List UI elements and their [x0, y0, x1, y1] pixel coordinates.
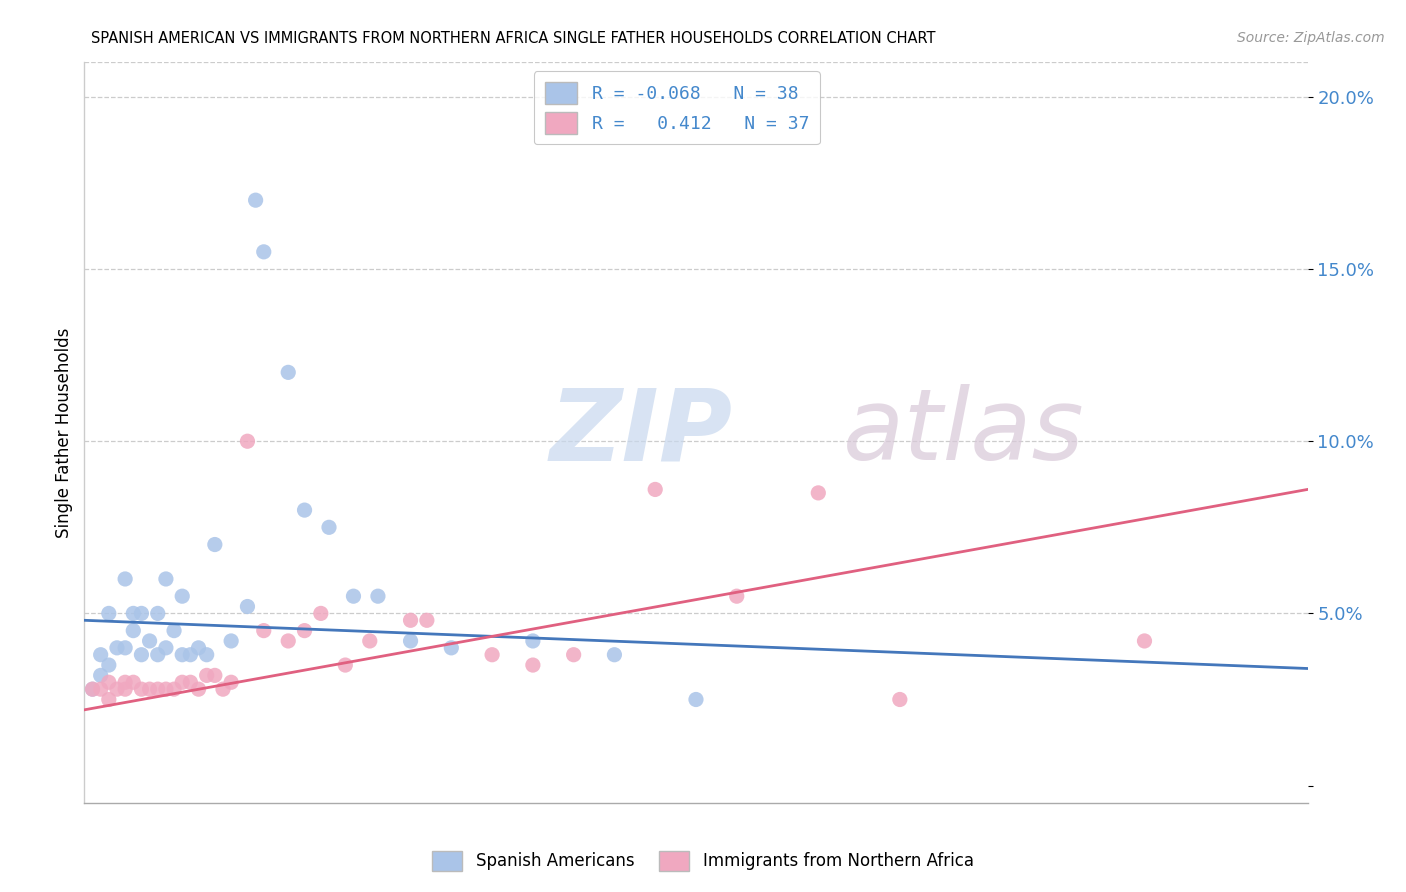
Text: Source: ZipAtlas.com: Source: ZipAtlas.com [1237, 31, 1385, 45]
Legend: R = -0.068   N = 38, R =   0.412   N = 37: R = -0.068 N = 38, R = 0.412 N = 37 [534, 71, 820, 145]
Point [725, 589, 748, 603]
Point [195, 668, 218, 682]
Point [131, 682, 153, 697]
Point [309, 607, 332, 621]
Point [122, 675, 145, 690]
Y-axis label: Single Father Households: Single Father Households [55, 327, 73, 538]
Point [253, 244, 276, 259]
Point [277, 365, 299, 379]
Point [359, 634, 381, 648]
Point [105, 640, 128, 655]
Point [481, 648, 503, 662]
Point [219, 634, 242, 648]
Point [318, 520, 340, 534]
Point [114, 640, 136, 655]
Point [522, 634, 544, 648]
Point [172, 589, 194, 603]
Point [253, 624, 276, 638]
Point [187, 682, 209, 697]
Point [122, 624, 145, 638]
Point [603, 648, 626, 662]
Point [399, 634, 422, 648]
Point [342, 589, 364, 603]
Point [122, 607, 145, 621]
Point [114, 675, 136, 690]
Text: ZIP: ZIP [550, 384, 733, 481]
Point [90, 668, 112, 682]
Point [131, 607, 153, 621]
Point [204, 668, 226, 682]
Point [245, 193, 267, 207]
Point [97, 675, 120, 690]
Point [294, 503, 316, 517]
Point [562, 648, 585, 662]
Point [277, 634, 299, 648]
Point [97, 692, 120, 706]
Text: atlas: atlas [842, 384, 1084, 481]
Point [187, 640, 209, 655]
Point [105, 682, 128, 697]
Point [644, 483, 666, 497]
Point [219, 675, 242, 690]
Point [114, 572, 136, 586]
Point [236, 434, 259, 449]
Point [236, 599, 259, 614]
Point [367, 589, 389, 603]
Point [114, 682, 136, 697]
Point [440, 640, 463, 655]
Point [97, 607, 120, 621]
Point [163, 682, 186, 697]
Point [172, 675, 194, 690]
Point [97, 658, 120, 673]
Point [685, 692, 707, 706]
Point [807, 486, 830, 500]
Point [138, 634, 160, 648]
Point [889, 692, 911, 706]
Text: SPANISH AMERICAN VS IMMIGRANTS FROM NORTHERN AFRICA SINGLE FATHER HOUSEHOLDS COR: SPANISH AMERICAN VS IMMIGRANTS FROM NORT… [91, 31, 936, 46]
Point [138, 682, 160, 697]
Point [522, 658, 544, 673]
Point [335, 658, 357, 673]
Point [146, 648, 169, 662]
Point [399, 613, 422, 627]
Point [82, 682, 104, 697]
Point [212, 682, 235, 697]
Point [1133, 634, 1156, 648]
Point [179, 675, 201, 690]
Point [146, 682, 169, 697]
Point [155, 640, 177, 655]
Point [195, 648, 218, 662]
Legend: Spanish Americans, Immigrants from Northern Africa: Spanish Americans, Immigrants from North… [426, 844, 980, 878]
Point [294, 624, 316, 638]
Point [416, 613, 439, 627]
Point [172, 648, 194, 662]
Point [155, 572, 177, 586]
Point [179, 648, 201, 662]
Point [131, 648, 153, 662]
Point [90, 682, 112, 697]
Point [163, 624, 186, 638]
Point [204, 537, 226, 551]
Point [82, 682, 104, 697]
Point [146, 607, 169, 621]
Point [155, 682, 177, 697]
Point [90, 648, 112, 662]
